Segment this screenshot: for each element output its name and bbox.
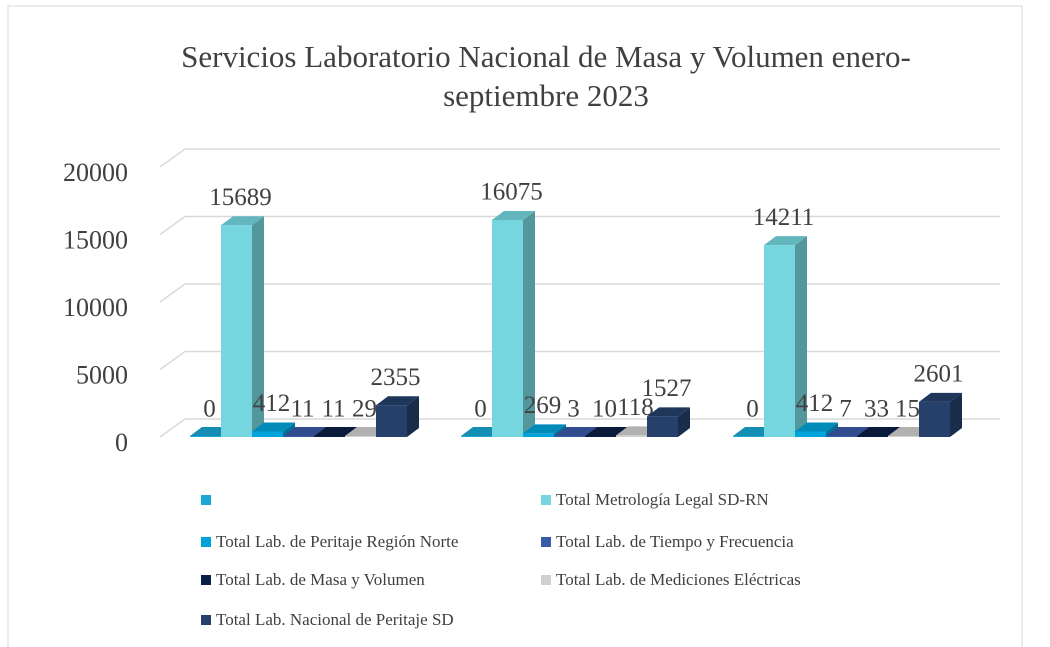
data-label: 10 — [592, 396, 617, 423]
bar-side — [523, 210, 535, 437]
bar-top — [826, 427, 869, 436]
data-label: 3 — [567, 396, 580, 423]
legend-swatch — [201, 495, 211, 505]
bar-top — [795, 422, 838, 432]
legend-label: Total Lab. de Peritaje Región Norte — [216, 532, 458, 551]
legend-swatch — [541, 537, 551, 547]
grid-line — [159, 418, 1000, 438]
bar-top — [647, 407, 690, 417]
bar — [345, 436, 376, 437]
data-label: 33 — [864, 395, 889, 422]
bar — [523, 433, 554, 437]
bar — [461, 436, 492, 437]
bar — [764, 245, 795, 437]
bar-top — [376, 396, 419, 406]
bar — [190, 436, 221, 437]
bar — [826, 436, 857, 437]
legend-swatch — [541, 575, 551, 585]
data-label: 0 — [474, 396, 487, 423]
data-label: 412 — [253, 390, 291, 417]
legend-swatch — [541, 495, 551, 505]
legend-label: Total Metrología Legal SD-RN — [556, 490, 769, 509]
bar-top — [252, 422, 295, 432]
bar — [919, 401, 950, 437]
bar — [616, 435, 647, 437]
bar-side — [795, 236, 807, 437]
bar — [221, 225, 252, 437]
data-label: 15 — [895, 396, 920, 423]
bar-top — [919, 392, 962, 402]
bar — [888, 436, 919, 437]
bar-side — [950, 392, 962, 437]
bar-top — [221, 216, 264, 226]
data-label: 15689 — [209, 184, 272, 211]
data-label: 0 — [746, 396, 759, 423]
data-label: 0 — [203, 396, 216, 423]
data-label: 2601 — [914, 361, 964, 388]
y-tick-label: 5000 — [76, 360, 128, 389]
data-label: 14211 — [753, 204, 815, 231]
data-label: 29 — [352, 395, 377, 422]
bar-side — [283, 422, 295, 437]
bar-top — [492, 210, 535, 220]
grid-line — [159, 148, 1000, 168]
y-tick-label: 20000 — [63, 158, 128, 187]
bar — [252, 431, 283, 437]
bar — [795, 431, 826, 437]
data-label: 16075 — [480, 179, 543, 206]
bar — [857, 436, 888, 437]
bar — [492, 219, 523, 437]
bar-side — [407, 396, 419, 437]
data-label: 1527 — [642, 375, 692, 402]
bar-side — [252, 216, 264, 437]
y-tick-label: 0 — [115, 428, 128, 457]
legend-label: Total Lab. de Tiempo y Frecuencia — [556, 532, 794, 551]
bar — [376, 405, 407, 437]
grid-line — [159, 350, 1000, 371]
bar-top — [523, 424, 566, 434]
y-tick-label: 15000 — [63, 225, 128, 254]
bar — [554, 436, 585, 437]
bar — [314, 436, 345, 437]
bar-top — [585, 427, 628, 436]
bar — [733, 436, 764, 437]
bar-side — [826, 422, 838, 437]
data-label: 11 — [321, 396, 345, 423]
data-label: 269 — [524, 392, 562, 419]
legend-swatch — [201, 537, 211, 547]
chart-title: septiembre 2023 — [443, 78, 649, 113]
bar-side — [678, 407, 690, 437]
bar-top — [857, 427, 900, 436]
bar-top — [554, 427, 597, 436]
legend-label: Total Lab. Nacional de Peritaje SD — [216, 610, 454, 629]
bar — [585, 436, 616, 437]
grid-line — [159, 215, 1000, 236]
legend-swatch — [201, 615, 211, 625]
bar-top — [764, 236, 807, 246]
bar — [647, 416, 678, 437]
chart-title: Servicios Laboratorio Nacional de Masa y… — [181, 39, 911, 74]
bar — [283, 436, 314, 437]
bar-top — [314, 427, 357, 436]
data-label: 2355 — [371, 364, 421, 391]
data-label: 412 — [796, 390, 834, 417]
legend-label: Total Lab. de Masa y Volumen — [216, 570, 425, 589]
data-label: 11 — [290, 396, 314, 423]
legend-label: Total Lab. de Mediciones Eléctricas — [556, 570, 801, 589]
legend-swatch — [201, 575, 211, 585]
y-tick-label: 10000 — [63, 293, 128, 322]
grid-line — [159, 283, 1000, 303]
data-label: 7 — [839, 396, 852, 423]
bar-top — [283, 427, 326, 436]
